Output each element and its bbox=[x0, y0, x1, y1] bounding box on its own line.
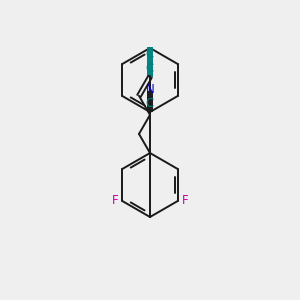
Text: N: N bbox=[146, 83, 154, 96]
Text: C: C bbox=[146, 49, 154, 62]
Text: F: F bbox=[112, 194, 119, 208]
Text: C: C bbox=[146, 97, 154, 110]
Text: F: F bbox=[182, 194, 188, 208]
Text: C: C bbox=[146, 62, 154, 76]
